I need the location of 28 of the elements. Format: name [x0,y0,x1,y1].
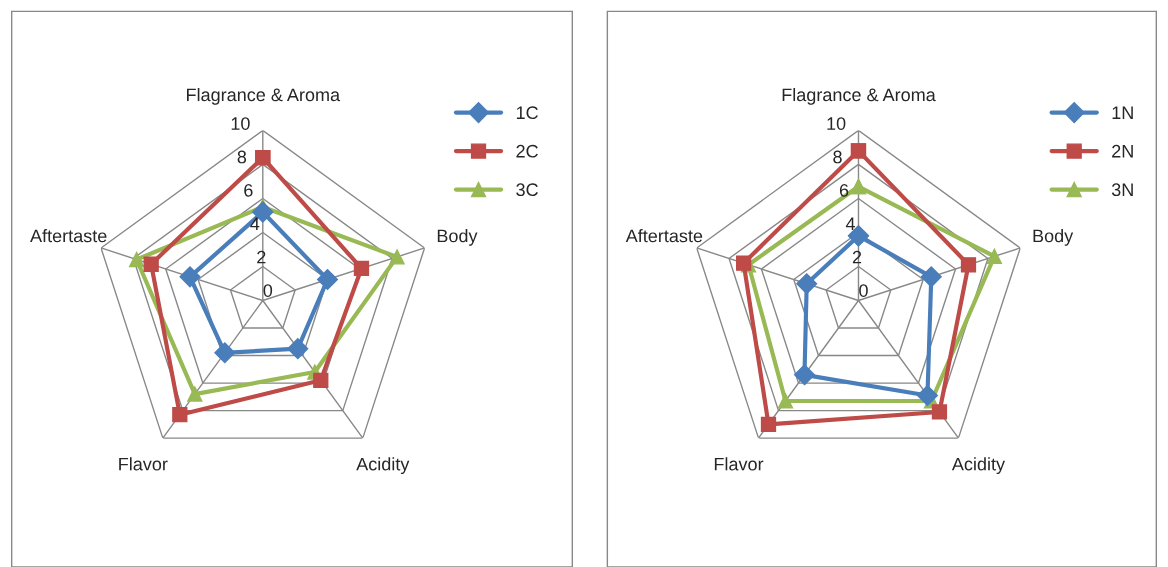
spoke-label: Flagrance & Aroma [187,87,341,105]
y-tick-label: 6 [244,183,253,197]
y-tick-label: 8 [237,150,247,164]
y-tick-label: 4 [250,217,260,230]
y-tick-label: 2 [257,250,266,264]
y-tick-label: 6 [839,183,849,197]
spoke-label: Aftertaste [625,229,703,243]
y-tick-label: 8 [833,150,842,164]
legend-label: 2C [516,144,538,158]
y-tick-label: 4 [845,217,856,230]
y-tick-label: 10 [231,117,250,130]
spoke-label: Body [437,229,478,246]
spoke-label: Body [1033,229,1074,246]
spoke-label: Aftertaste [30,229,107,243]
legend-label: 1N [1112,106,1133,119]
legend-label: 1C [516,106,538,120]
legend-label: 3C [516,183,538,197]
legend-label: 3N [1111,183,1133,197]
y-tick-label: 10 [827,117,846,130]
y-tick-label: 0 [263,284,273,297]
y-tick-label: 0 [859,284,868,297]
spoke-label: Flavor [119,457,168,471]
y-tick-label: 2 [852,250,862,264]
spoke-label: Acidity [356,457,410,475]
spoke-label: Flagrance & Aroma [782,87,936,105]
spoke-label: Flavor [714,457,764,471]
legend-label: 2N [1112,144,1133,158]
spoke-label: Acidity [951,457,1006,475]
